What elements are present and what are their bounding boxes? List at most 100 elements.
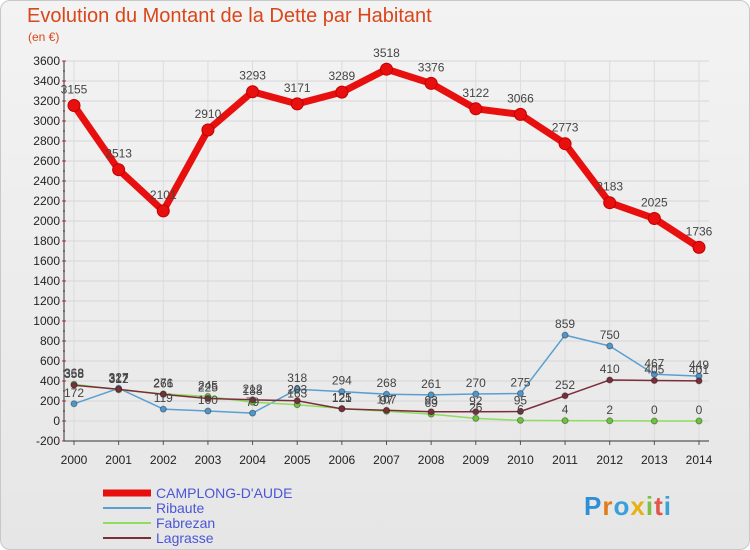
data-label: 225 [198, 381, 218, 395]
data-label: 2183 [596, 180, 623, 194]
data-point [692, 240, 706, 254]
data-label: 318 [287, 371, 307, 385]
data-label: 1736 [686, 224, 713, 238]
y-tick-label: 3200 [33, 94, 60, 108]
x-axis: 2000 2001 2002 2003 2004 2005 2006 2007 2008 2009… [61, 440, 713, 467]
data-label: 3155 [61, 83, 88, 97]
data-label: 212 [243, 382, 263, 396]
data-point [650, 377, 658, 384]
data-point [472, 414, 480, 422]
y-tick-label: 2200 [33, 194, 60, 208]
data-label: 2 [606, 403, 613, 417]
data-label: 312 [109, 372, 129, 386]
data-label: 3376 [418, 60, 445, 74]
data-label: 163 [287, 387, 307, 401]
y-tick-label: 3400 [33, 74, 60, 88]
x-tick-label: 2011 [552, 453, 578, 467]
data-point [516, 408, 524, 415]
data-point [204, 395, 212, 402]
data-point [603, 196, 617, 210]
y-tick-label: 1400 [33, 274, 60, 288]
y-tick-label: -200 [36, 434, 60, 448]
data-point [249, 396, 257, 404]
data-label: 3171 [284, 81, 311, 95]
data-point [335, 85, 349, 99]
data-label: 172 [64, 386, 84, 400]
data-label: 2910 [195, 107, 222, 121]
data-point [293, 385, 301, 393]
data-label: 107 [376, 392, 396, 406]
x-tick-label: 2014 [686, 453, 713, 467]
data-label: 270 [466, 376, 486, 390]
data-label: 449 [689, 358, 709, 372]
y-tick-label: 2000 [33, 214, 60, 228]
data-label: 0 [696, 403, 703, 417]
y-tick-label: 400 [40, 374, 60, 388]
data-label: 2101 [150, 188, 177, 202]
data-point [115, 385, 123, 393]
data-label: 121 [332, 391, 352, 405]
data-label: 4 [562, 403, 569, 417]
data-point [383, 390, 390, 398]
series-3 [70, 376, 703, 416]
data-point [246, 85, 260, 99]
data-label: 467 [644, 356, 664, 370]
legend-label: Ribaute [156, 500, 204, 516]
y-tick-label: 600 [40, 354, 60, 368]
x-tick-label: 2008 [418, 453, 445, 467]
data-point [558, 137, 572, 151]
data-point [338, 405, 346, 413]
data-point [159, 405, 167, 413]
data-point [159, 390, 167, 398]
y-axis: -200 0 200 400 600 800 1000 1200 1400 1600 1800 200… [33, 54, 66, 448]
data-label: 252 [555, 378, 575, 392]
data-point [70, 400, 78, 408]
data-point [516, 390, 524, 397]
data-label: 125 [332, 391, 352, 405]
data-point [249, 409, 257, 417]
data-label: 358 [64, 367, 84, 381]
data-point [204, 407, 212, 415]
data-label: 69 [424, 396, 438, 410]
x-tick-label: 2003 [195, 453, 222, 467]
data-label: 100 [198, 393, 218, 407]
y-tick-label: 2800 [33, 134, 60, 148]
data-point [469, 102, 483, 116]
data-label: 119 [154, 391, 173, 405]
data-point [561, 392, 569, 400]
proxiti-logo: Proxiti [584, 491, 672, 521]
data-label: 275 [510, 376, 530, 390]
x-tick-label: 2001 [105, 453, 132, 467]
data-point [513, 107, 527, 121]
data-label: 401 [689, 363, 709, 377]
x-tick-label: 2000 [61, 453, 88, 467]
data-label: 93 [424, 394, 438, 408]
data-point [472, 390, 480, 398]
data-point [647, 212, 661, 225]
data-label: 97 [380, 393, 394, 407]
data-label: 271 [153, 376, 173, 390]
data-label: 92 [469, 394, 483, 408]
data-point [112, 163, 126, 177]
data-label: 95 [514, 394, 528, 408]
y-tick-label: 1200 [33, 294, 60, 308]
data-point [290, 97, 304, 111]
data-label: 3122 [462, 86, 489, 100]
data-point [427, 391, 435, 399]
data-point [561, 331, 569, 339]
data-point [67, 99, 81, 112]
data-point [606, 342, 614, 350]
data-label: 327 [109, 370, 129, 384]
data-label: 3518 [373, 46, 400, 60]
data-point [695, 417, 703, 425]
x-tick-label: 2007 [373, 453, 400, 467]
y-tick-label: 800 [40, 334, 60, 348]
x-tick-label: 2012 [596, 453, 623, 467]
data-point [606, 417, 614, 425]
data-point [293, 397, 301, 405]
x-tick-label: 2002 [150, 453, 177, 467]
series-1 [70, 331, 703, 417]
data-label: 3289 [329, 69, 356, 83]
